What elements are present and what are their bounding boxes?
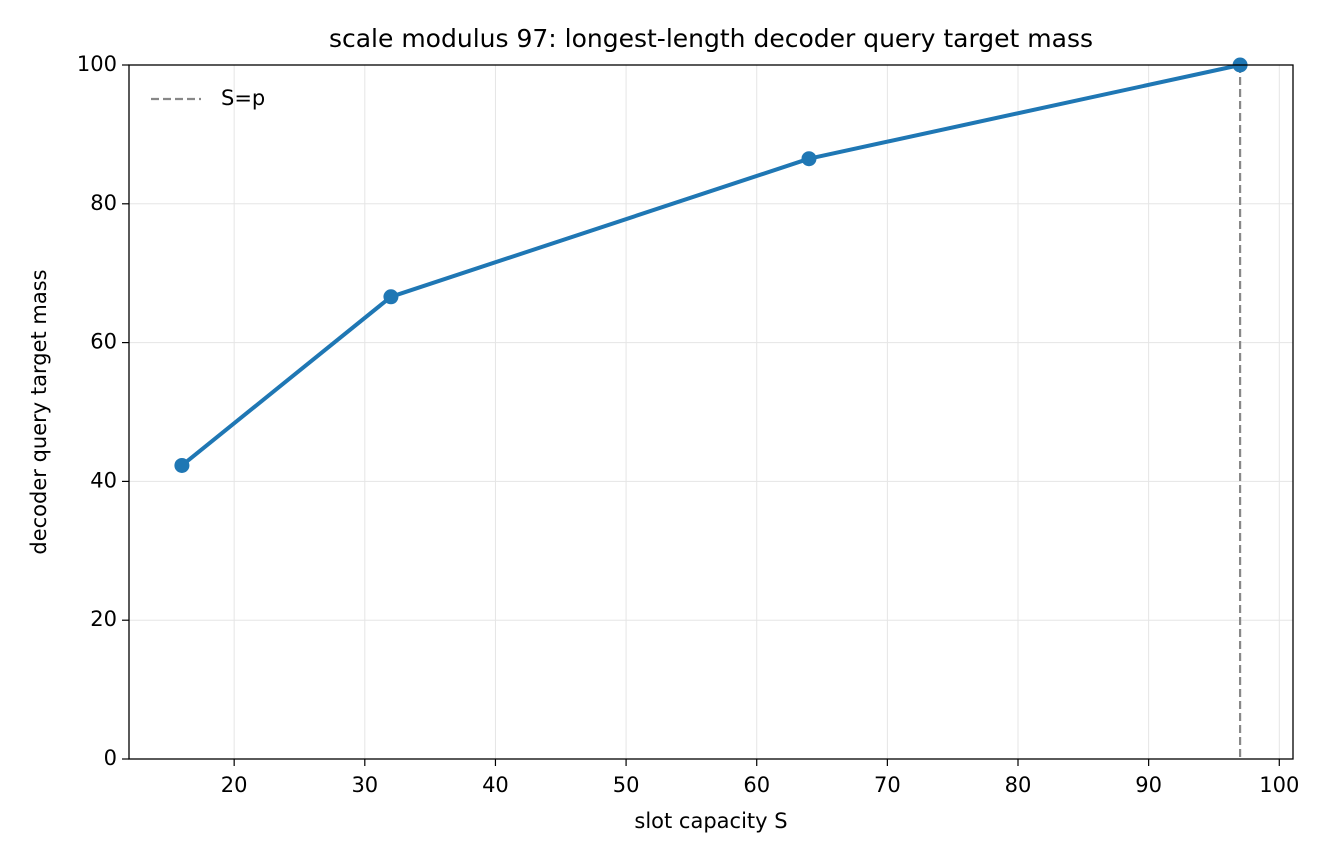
x-tick-label: 70 — [874, 773, 901, 797]
x-tick-label: 30 — [351, 773, 378, 797]
y-axis-label: decoder query target mass — [27, 269, 51, 554]
data-point — [801, 151, 817, 167]
series-line — [180, 63, 1241, 467]
y-tick-label: 60 — [90, 330, 117, 354]
x-tick-label: 60 — [743, 773, 770, 797]
x-tick-label: 20 — [221, 773, 248, 797]
x-tick-label: 80 — [1005, 773, 1032, 797]
x-tick-label: 40 — [482, 773, 509, 797]
chart-title: scale modulus 97: longest-length decoder… — [329, 24, 1093, 53]
x-tick-label: 50 — [613, 773, 640, 797]
data-point — [174, 457, 190, 473]
x-tick-label: 90 — [1135, 773, 1162, 797]
data-point — [383, 289, 399, 305]
y-tick-label: 100 — [77, 52, 117, 76]
y-tick-label: 0 — [104, 746, 117, 770]
legend-label: S=p — [221, 86, 265, 110]
y-tick-label: 20 — [90, 607, 117, 631]
x-tick-label: 100 — [1259, 773, 1299, 797]
plot-frame — [128, 64, 1294, 760]
y-tick-label: 40 — [90, 468, 117, 492]
x-axis-label: slot capacity S — [634, 809, 787, 833]
y-tick-label: 80 — [90, 191, 117, 215]
